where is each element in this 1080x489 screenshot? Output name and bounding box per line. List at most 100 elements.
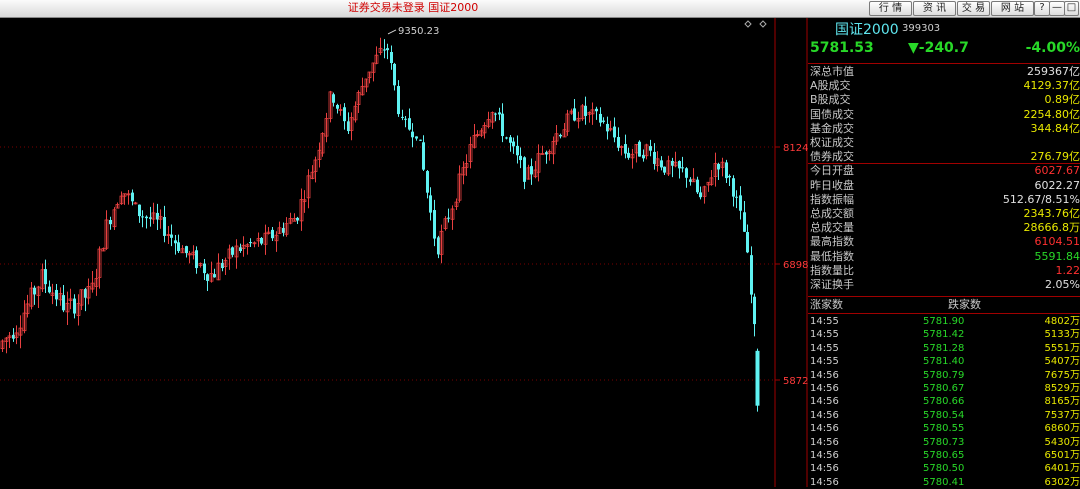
ticks-header: 涨家数 跌家数 <box>808 298 1080 312</box>
candle-body-down <box>739 195 742 210</box>
help-icon[interactable]: ? <box>1034 1 1050 16</box>
stat-label: 昨日收盘 <box>810 179 854 193</box>
candle-body-down <box>156 213 159 220</box>
quote-panel: 国证2000 399303 5781.53 ▼-240.7 -4.00% 深总市… <box>808 18 1080 487</box>
stat-value: 6027.67 <box>1035 164 1080 178</box>
tick-volume: 6501万 <box>1045 449 1080 462</box>
tick-time: 14:56 <box>810 462 839 475</box>
candle-body-down <box>689 179 692 181</box>
candle-body-down <box>735 197 738 198</box>
candle-body-down <box>509 137 512 143</box>
candle-body-down <box>282 228 285 233</box>
candle-body-down <box>530 166 533 174</box>
price-row: 5781.53 ▼-240.7 -4.00% <box>808 40 1080 60</box>
stat-label: 今日开盘 <box>810 164 854 178</box>
chart-annotations: 9350.23 <box>388 21 766 37</box>
tick-price: 5780.50 <box>923 462 963 475</box>
candle-body-down <box>271 230 274 238</box>
candle-body-down <box>756 351 760 406</box>
tick-time: 14:56 <box>810 409 839 422</box>
candle-body-down <box>296 218 299 221</box>
tick-time: 14:55 <box>810 342 839 355</box>
tick-price: 5781.28 <box>923 342 963 355</box>
tick-row: 14:55 5781.28 5551万 <box>808 342 1080 355</box>
up-count-label: 涨家数 <box>810 298 843 312</box>
candle-body-down <box>393 64 396 85</box>
trade-button[interactable]: 交 易 <box>957 1 990 16</box>
stat-value: 6104.51 <box>1035 235 1080 249</box>
price-change: ▼-240.7 <box>908 40 969 56</box>
candle-body-down <box>411 132 414 138</box>
candle-body-down <box>347 121 350 131</box>
chart-grid <box>0 18 807 487</box>
candle-body-down <box>332 94 335 102</box>
candle-body-down <box>429 195 432 212</box>
candle-body-down <box>433 210 436 239</box>
website-button[interactable]: 网 站 <box>991 1 1034 16</box>
stat-label: 最低指数 <box>810 250 854 264</box>
quote-button[interactable]: 行 情 <box>869 1 912 16</box>
candle-body-down <box>750 255 753 294</box>
title-bar: 证券交易未登录 国证2000 行 情 资 讯 交 易 网 站 ? — □ <box>0 0 1080 18</box>
candle-body-down <box>584 106 587 116</box>
candle-body-down <box>653 152 656 164</box>
divider <box>808 296 1080 297</box>
minimize-icon[interactable]: — <box>1049 1 1065 16</box>
stat-value: 1.22 <box>1056 264 1080 278</box>
stat-value: 5591.84 <box>1035 250 1080 264</box>
candle-body-down <box>401 117 404 118</box>
candle-body-down <box>717 164 720 169</box>
expand-icon <box>760 21 766 27</box>
tick-price: 5781.90 <box>923 315 963 328</box>
candle-body-down <box>138 205 141 216</box>
candle-body-down <box>203 264 206 274</box>
stat-value: 344.84亿 <box>1031 122 1080 136</box>
candle-body-down <box>260 238 263 244</box>
tick-volume: 5551万 <box>1045 342 1080 355</box>
candle-body-down <box>73 299 76 314</box>
candle-body-down <box>638 142 641 157</box>
candle-body-down <box>494 114 497 115</box>
candle-body-down <box>109 220 112 224</box>
news-button[interactable]: 资 讯 <box>913 1 956 16</box>
candle-body-down <box>185 246 188 253</box>
candle-body-down <box>84 289 87 298</box>
index-header: 国证2000 399303 <box>808 18 1080 38</box>
candle-body-down <box>336 105 339 109</box>
candle-body-down <box>746 232 749 252</box>
candle-body-down <box>383 49 386 50</box>
candle-body-down <box>732 178 735 196</box>
tick-price: 5780.79 <box>923 369 963 382</box>
candle-body-down <box>545 152 548 154</box>
stat-value: 0.89亿 <box>1045 93 1080 107</box>
peak-label: 9350.23 <box>398 26 439 37</box>
tick-volume: 6860万 <box>1045 422 1080 435</box>
stat-label: 指数振幅 <box>810 193 854 207</box>
stat-value: 28666.8万 <box>1024 221 1080 235</box>
candle-body-down <box>419 140 422 141</box>
candle-body-down <box>221 263 224 268</box>
maximize-icon[interactable]: □ <box>1064 1 1079 16</box>
candle-body-down <box>642 155 645 158</box>
tick-volume: 7537万 <box>1045 409 1080 422</box>
y-tick-label: 6898 <box>783 260 808 271</box>
candle-body-down <box>415 136 418 138</box>
index-code: 399303 <box>902 23 940 34</box>
candle-body-down <box>516 146 519 155</box>
candle-body-down <box>149 217 152 219</box>
candle-body-down <box>599 114 602 123</box>
candle-body-down <box>573 108 576 120</box>
candle-body-down <box>231 247 234 255</box>
stat-label: 权证成交 <box>810 136 854 150</box>
candle-body-down <box>627 153 630 158</box>
stat-value: 276.79亿 <box>1031 150 1080 164</box>
tick-time: 14:56 <box>810 436 839 449</box>
tick-price: 5780.54 <box>923 409 963 422</box>
